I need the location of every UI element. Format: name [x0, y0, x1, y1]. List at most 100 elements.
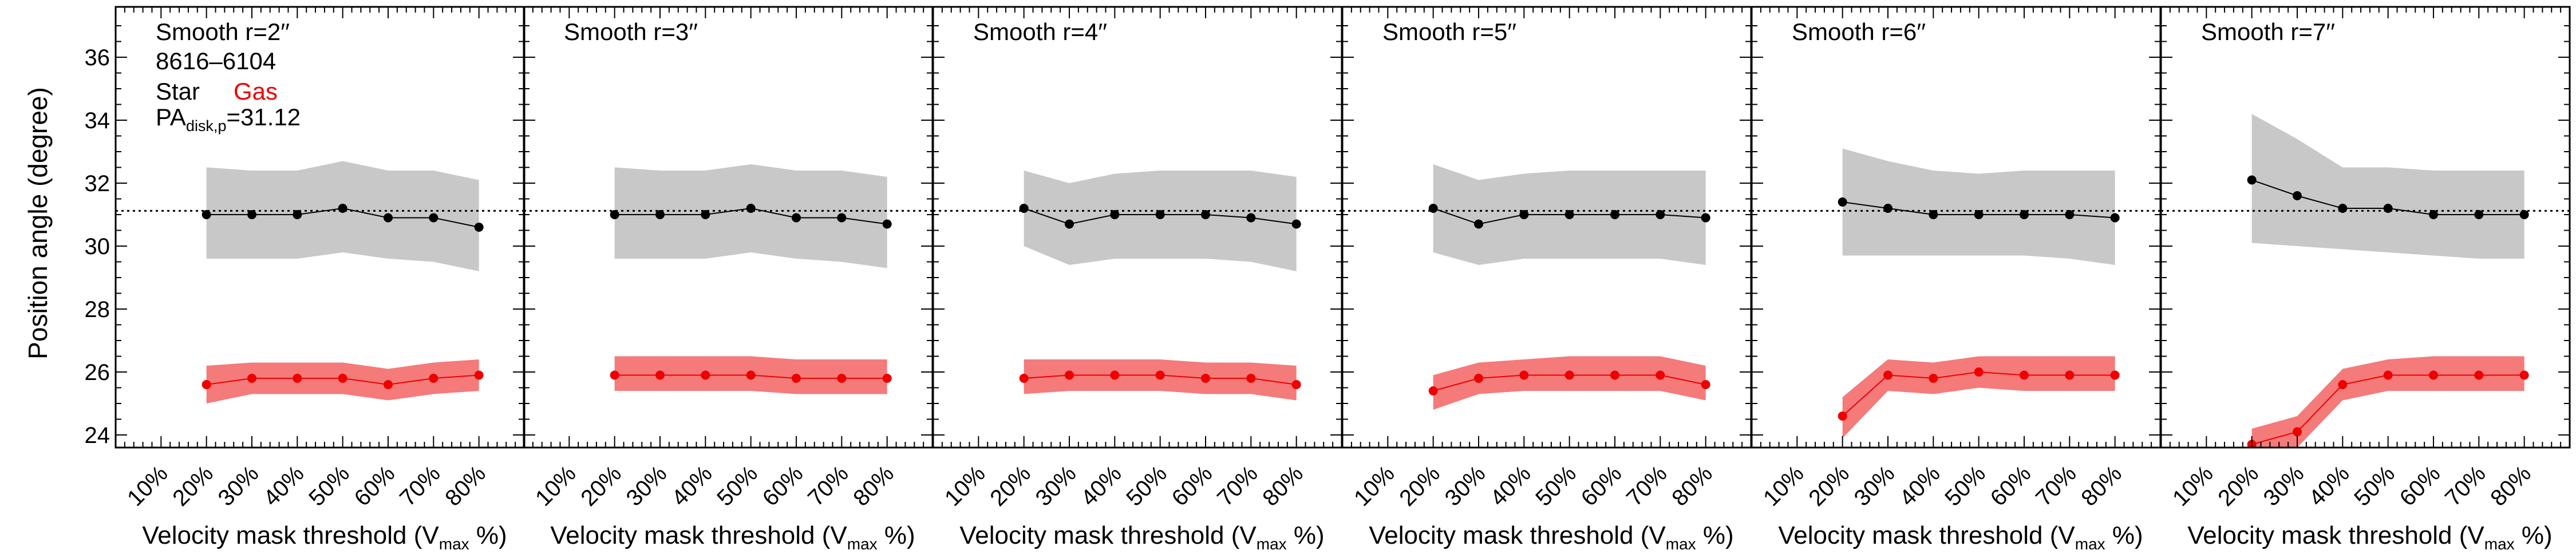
- star-data-point: [610, 210, 619, 219]
- star-data-point: [792, 213, 801, 223]
- x-tick-label: 20%: [1804, 461, 1854, 511]
- panel-title: Smooth r=7′′: [2201, 18, 2335, 45]
- star-error-band: [2251, 114, 2524, 259]
- gas-data-point: [655, 370, 665, 380]
- star-data-point: [2020, 210, 2029, 219]
- star-data-point: [1155, 210, 1165, 219]
- x-tick-label: 30%: [622, 461, 672, 511]
- star-data-point: [1110, 210, 1120, 219]
- x-tick-label: 20%: [576, 461, 626, 511]
- gas-data-point: [1929, 374, 1938, 383]
- x-axis-label: Velocity mask threshold (Vmax %): [1369, 521, 1733, 553]
- star-data-point: [202, 210, 211, 219]
- gas-data-point: [1291, 380, 1301, 389]
- x-tick-label: 80%: [848, 461, 899, 511]
- star-data-point: [338, 204, 347, 213]
- panel-title: Smooth r=4′′: [973, 18, 1107, 45]
- star-data-point: [655, 210, 665, 219]
- x-axis-label: Velocity mask threshold (Vmax %): [959, 521, 1324, 553]
- star-data-point: [882, 219, 892, 229]
- gas-data-point: [746, 370, 756, 380]
- x-tick-label: 20%: [985, 461, 1036, 511]
- x-axis-label: Velocity mask threshold (Vmax %): [1778, 521, 2143, 553]
- legend-star-label: Star: [156, 78, 200, 105]
- chart-panel-6: 10%20%30%40%50%60%70%80% Smooth r=7′′ Velo…: [2160, 6, 2571, 553]
- x-tick-label: 50%: [712, 461, 762, 511]
- star-data-point: [1883, 204, 1893, 213]
- y-tick-label: 28: [85, 297, 110, 322]
- gas-data-point: [474, 370, 484, 380]
- star-data-point: [1019, 204, 1029, 213]
- y-tick-label: 34: [85, 108, 110, 133]
- gas-data-point: [1019, 374, 1029, 383]
- panel-title: Smooth r=6′′: [1792, 18, 1926, 45]
- gas-data-point: [202, 380, 211, 389]
- star-data-point: [293, 210, 302, 219]
- x-tick-label: 30%: [1031, 461, 1081, 511]
- gas-data-point: [1883, 370, 1893, 380]
- star-data-point: [1929, 210, 1938, 219]
- star-data-point: [1519, 210, 1529, 219]
- star-data-point: [429, 213, 438, 223]
- star-data-point: [837, 213, 847, 223]
- panel-title: Smooth r=3′′: [564, 18, 698, 45]
- panel-title: Smooth r=2′′: [156, 18, 290, 45]
- gas-data-point: [2065, 370, 2075, 380]
- chart-panel-2: 10%20%30%40%50%60%70%80% Smooth r=3′′ Velo…: [523, 6, 934, 553]
- x-tick-label: 60%: [758, 461, 808, 511]
- star-data-point: [2474, 210, 2484, 219]
- x-tick-label: 80%: [440, 461, 491, 511]
- y-axis-label: Position angle (degree): [23, 87, 53, 359]
- x-tick-label: 60%: [350, 461, 400, 511]
- star-error-band: [1842, 148, 2115, 265]
- chart-panel-4: 10%20%30%40%50%60%70%80% Smooth r=5′′ Velo…: [1341, 6, 1752, 553]
- gas-error-band: [1433, 356, 1706, 410]
- gas-error-band: [2251, 356, 2524, 448]
- star-data-point: [1838, 197, 1847, 207]
- legend-gas-label: Gas: [234, 78, 278, 105]
- chart-panels: 2426283032343610%20%30%40%50%60%70%80%Sm…: [85, 6, 2571, 553]
- x-tick-label: 50%: [1531, 461, 1581, 511]
- chart-panel-1: 24 26 28 30 32 34 36 10%20%30%40%50%60%70%80% Sm…: [85, 6, 526, 553]
- x-tick-label: 50%: [304, 461, 354, 511]
- gas-data-point: [2429, 370, 2438, 380]
- gas-data-point: [2293, 427, 2302, 437]
- plot-area: [116, 161, 524, 403]
- x-tick-label: 80%: [2076, 461, 2127, 511]
- x-tick-label: 70%: [2440, 461, 2491, 511]
- star-data-point: [1610, 210, 1619, 219]
- x-axis-label: Velocity mask threshold (Vmax %): [550, 521, 915, 553]
- x-tick-label: 70%: [803, 461, 854, 511]
- star-data-point: [746, 204, 756, 213]
- gas-data-point: [1065, 370, 1074, 380]
- star-data-point: [1564, 210, 1574, 219]
- x-tick-label: 40%: [667, 461, 717, 511]
- gas-data-point: [1155, 370, 1165, 380]
- star-data-point: [1656, 210, 1665, 219]
- y-tick-label: 26: [85, 360, 110, 385]
- x-tick-label: 10%: [1349, 461, 1400, 511]
- y-tick-label: 24: [85, 423, 110, 448]
- x-tick-label: 10%: [123, 461, 173, 511]
- x-tick-label: 30%: [2259, 461, 2309, 511]
- star-data-point: [1701, 213, 1710, 223]
- x-tick-label: 70%: [395, 461, 445, 511]
- star-data-point: [701, 210, 710, 219]
- plot-area: [2161, 114, 2570, 448]
- panel-title: Smooth r=5′′: [1382, 18, 1516, 45]
- gas-data-point: [338, 374, 347, 383]
- star-data-point: [2065, 210, 2075, 219]
- x-tick-label: 10%: [531, 461, 581, 511]
- x-tick-label: 60%: [1167, 461, 1218, 511]
- chart-panel-3: 10%20%30%40%50%60%70%80% Smooth r=4′′ Velo…: [932, 6, 1343, 553]
- y-tick-label: 36: [85, 45, 110, 70]
- gas-data-point: [1656, 370, 1665, 380]
- gas-data-point: [1246, 374, 1256, 383]
- x-tick-label: 30%: [1440, 461, 1491, 511]
- x-tick-label: 10%: [1759, 461, 1809, 511]
- star-data-point: [2338, 204, 2348, 213]
- star-data-point: [1065, 219, 1074, 229]
- star-data-point: [1474, 219, 1483, 229]
- chart-panel-5: 10%20%30%40%50%60%70%80% Smooth r=6′′ Velo…: [1751, 6, 2162, 553]
- gas-data-point: [610, 370, 619, 380]
